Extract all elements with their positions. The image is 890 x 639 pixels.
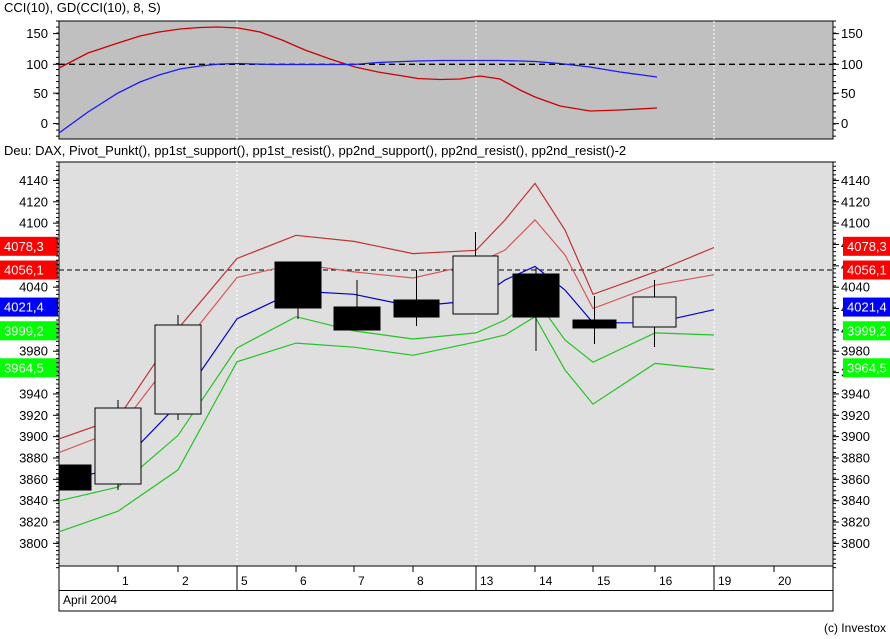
svg-text:2: 2 [182,574,189,588]
svg-text:6: 6 [300,574,307,588]
svg-text:4040: 4040 [841,280,870,295]
svg-text:13: 13 [480,574,494,588]
svg-text:3940: 3940 [841,386,870,401]
svg-text:3980: 3980 [841,344,870,359]
svg-text:4021,4: 4021,4 [847,300,887,315]
svg-text:CCI(10), GD(CCI(10), 8, S): CCI(10), GD(CCI(10), 8, S) [4,0,161,15]
svg-text:3840: 3840 [841,493,870,508]
svg-text:0: 0 [841,116,848,131]
svg-text:4140: 4140 [19,173,48,188]
svg-text:50: 50 [841,86,855,101]
svg-text:50: 50 [34,86,48,101]
svg-text:4056,1: 4056,1 [4,263,44,278]
svg-text:8: 8 [417,574,424,588]
svg-text:4021,4: 4021,4 [4,300,44,315]
svg-text:4100: 4100 [19,216,48,231]
svg-text:16: 16 [659,574,673,588]
svg-text:100: 100 [26,57,48,72]
svg-text:1: 1 [122,574,129,588]
svg-text:150: 150 [841,26,863,41]
svg-text:4120: 4120 [19,194,48,209]
svg-text:14: 14 [539,574,553,588]
svg-text:5: 5 [241,574,248,588]
svg-text:Deu: DAX, Pivot_Punkt(), pp1: Deu: DAX, Pivot_Punkt(), pp1st_support()… [4,143,626,158]
svg-text:3800: 3800 [19,536,48,551]
svg-text:3999,2: 3999,2 [847,323,887,338]
svg-text:100: 100 [841,57,863,72]
svg-text:3860: 3860 [841,472,870,487]
svg-text:4120: 4120 [841,194,870,209]
svg-text:150: 150 [26,26,48,41]
svg-text:4140: 4140 [841,173,870,188]
svg-text:3940: 3940 [19,386,48,401]
svg-text:4078,3: 4078,3 [847,239,887,254]
svg-text:3964,5: 3964,5 [847,360,887,375]
svg-text:3999,2: 3999,2 [4,323,44,338]
svg-text:3920: 3920 [841,408,870,423]
svg-text:3880: 3880 [19,451,48,466]
svg-text:15: 15 [597,574,611,588]
svg-text:4100: 4100 [841,216,870,231]
svg-text:3820: 3820 [19,515,48,530]
svg-text:3820: 3820 [841,515,870,530]
svg-text:3900: 3900 [841,429,870,444]
svg-text:(c) Investox: (c) Investox [824,621,886,635]
svg-text:7: 7 [358,574,365,588]
svg-text:4056,1: 4056,1 [847,263,887,278]
svg-text:3900: 3900 [19,429,48,444]
svg-text:3880: 3880 [841,451,870,466]
svg-text:0: 0 [41,116,48,131]
svg-text:19: 19 [718,574,732,588]
svg-text:3980: 3980 [19,344,48,359]
svg-text:4040: 4040 [19,280,48,295]
svg-text:April 2004: April 2004 [63,593,117,607]
svg-text:3920: 3920 [19,408,48,423]
svg-text:3840: 3840 [19,493,48,508]
svg-text:3964,5: 3964,5 [4,360,44,375]
svg-text:3800: 3800 [841,536,870,551]
svg-text:20: 20 [778,574,792,588]
svg-text:3860: 3860 [19,472,48,487]
svg-text:4078,3: 4078,3 [4,239,44,254]
